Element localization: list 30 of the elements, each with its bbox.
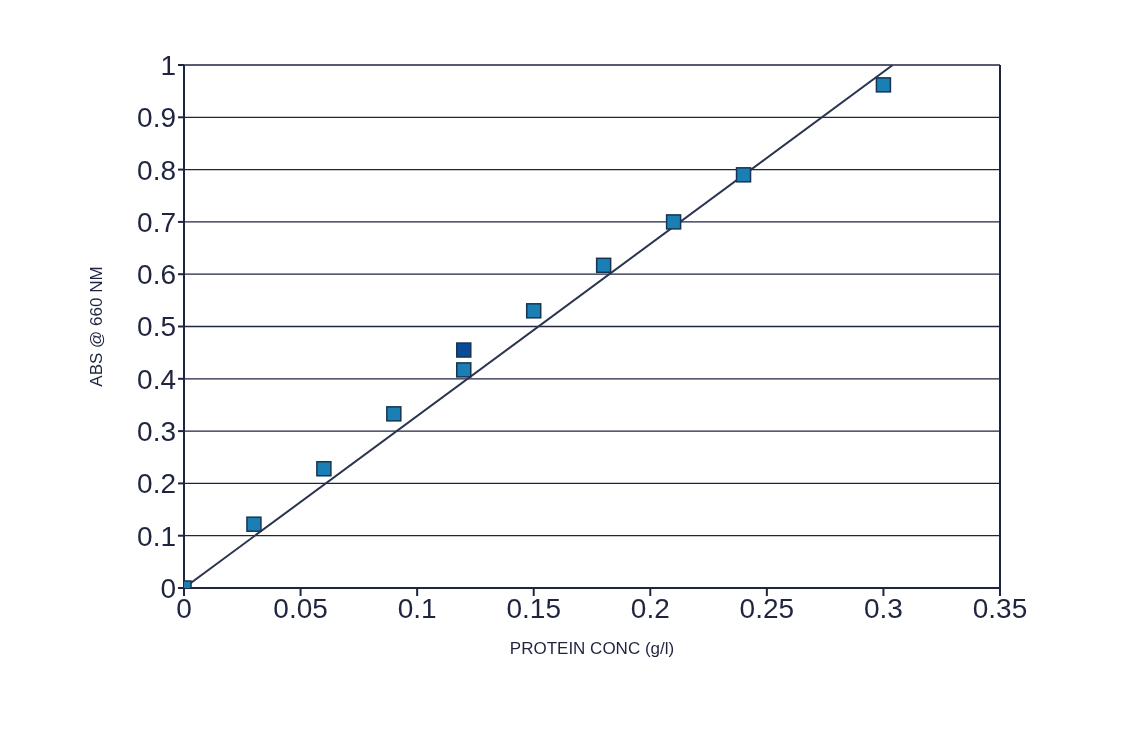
y-tick-label: 0.2	[137, 468, 176, 500]
y-tick-label: 0	[160, 572, 176, 604]
x-tick-label: 0.15	[506, 592, 561, 624]
point	[316, 461, 332, 477]
x-tick-label: 0.2	[630, 592, 670, 624]
point	[595, 257, 612, 274]
point	[525, 303, 542, 319]
point	[246, 516, 262, 532]
y-tick-label: 0.9	[137, 102, 176, 134]
y-tick-label: 0.1	[137, 520, 176, 552]
x-tick-label: 0.25	[739, 592, 795, 624]
point	[456, 362, 472, 378]
y-tick-label: 0.5	[137, 311, 176, 343]
y-tick-label: 0.3	[137, 416, 176, 448]
x-tick-label: 0.05	[273, 592, 328, 624]
y-tick-label: 0.8	[137, 154, 176, 186]
x-tick-label: 0.35	[972, 592, 1028, 624]
point	[456, 342, 472, 358]
y-tick-label: 1	[160, 49, 176, 81]
x-tick-label: 0.1	[397, 592, 437, 624]
point	[386, 406, 402, 422]
y-tick-label: 0.7	[137, 206, 176, 238]
point	[735, 167, 752, 183]
point	[665, 214, 682, 230]
x-axis-title: PROTEIN CONC (g/l)	[509, 639, 675, 658]
x-tick-label: 0.3	[863, 592, 903, 624]
y-axis-title: ABS @ 660 NM	[87, 266, 107, 387]
y-tick-label: 0.6	[137, 259, 176, 291]
y-tick-label: 0.4	[137, 363, 176, 395]
point	[875, 77, 892, 93]
